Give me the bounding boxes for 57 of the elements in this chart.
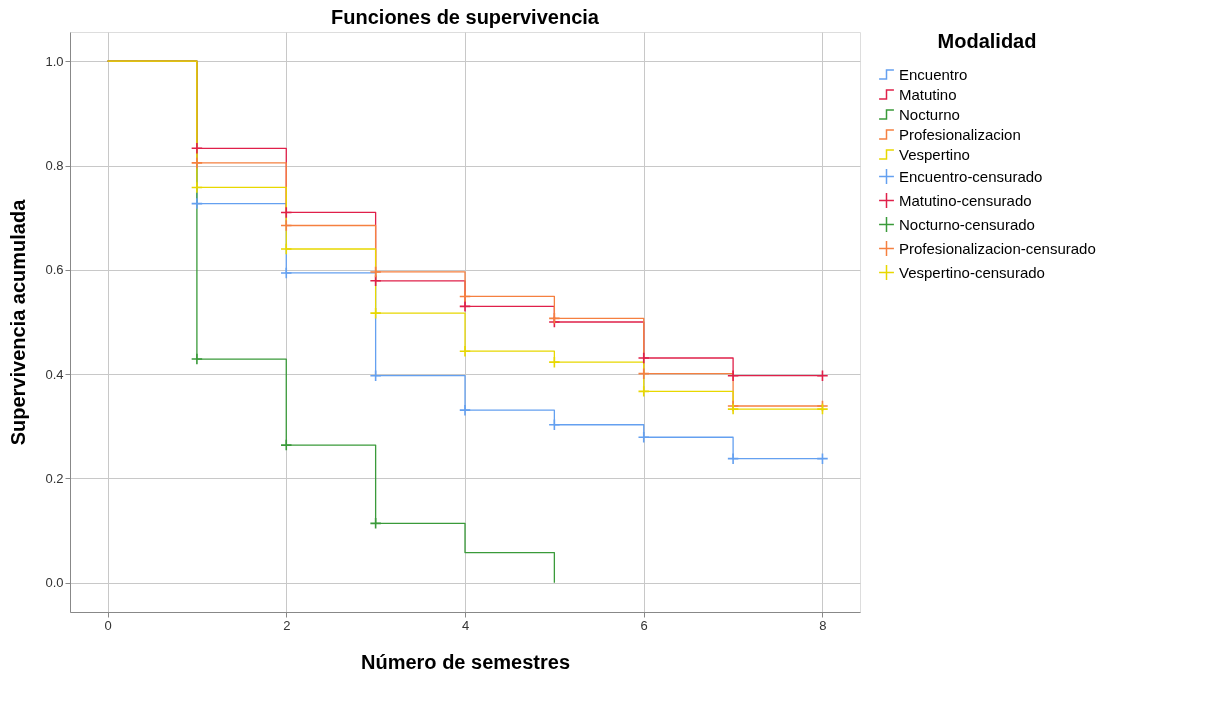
legend-label: Profesionalizacion-censurado (899, 239, 1096, 257)
point (548, 312, 561, 325)
x-axis-title: Número de semestres (361, 650, 570, 673)
point (190, 142, 203, 155)
y-tick-label: 1.0 (45, 53, 64, 69)
point (280, 266, 293, 280)
point (190, 197, 203, 210)
point (816, 452, 829, 465)
legend-label: Vespertino-censurado (899, 263, 1045, 281)
y-tick-label: 0.0 (45, 575, 64, 591)
point (727, 369, 740, 382)
chart-title: Funciones de supervivencia (331, 6, 600, 28)
point (190, 181, 203, 194)
point (369, 307, 382, 320)
x-tick-label: 6 (640, 617, 648, 633)
legend-label: Matutino-censurado (899, 191, 1032, 209)
point (548, 356, 561, 369)
legend-title: Modalidad (937, 30, 1037, 52)
x-tick-label: 0 (104, 617, 112, 633)
point (190, 352, 203, 366)
y-tick-label: 0.6 (45, 262, 64, 278)
point (280, 206, 293, 219)
legend-label: Encuentro (899, 65, 968, 83)
point (637, 385, 650, 398)
legend-label: Matutino (899, 85, 957, 103)
point (280, 219, 293, 232)
point (458, 404, 472, 417)
point (816, 369, 829, 382)
point (637, 351, 650, 365)
point (369, 369, 382, 382)
legend-label: Encuentro-censurado (899, 167, 1043, 185)
point (458, 345, 472, 358)
point (816, 403, 829, 416)
y-tick-label: 0.2 (45, 470, 64, 486)
point (190, 156, 203, 169)
legend-label: Nocturno-censurado (899, 215, 1035, 233)
point (369, 517, 382, 530)
point (727, 403, 740, 416)
x-tick-label: 8 (819, 617, 827, 633)
point (548, 418, 561, 431)
point (280, 439, 293, 452)
point (637, 367, 650, 380)
x-tick-label: 2 (283, 617, 291, 633)
point (637, 431, 650, 444)
point (458, 300, 472, 313)
point (280, 242, 293, 256)
legend-label: Vespertino (899, 145, 970, 163)
legend-label: Nocturno (899, 105, 960, 123)
point (727, 452, 740, 465)
y-axis-title: Supervivencia acumulada (7, 198, 30, 446)
legend-label: Profesionalizacion (899, 125, 1021, 143)
x-tick-label: 4 (461, 617, 470, 633)
point (369, 265, 382, 278)
point (369, 274, 382, 287)
y-tick-label: 0.8 (45, 158, 64, 174)
point (458, 290, 472, 303)
y-tick-label: 0.4 (45, 366, 64, 382)
